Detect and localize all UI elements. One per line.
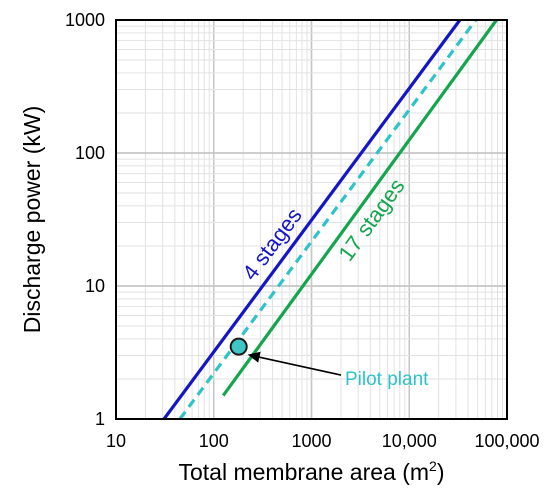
x-tick-label: 10	[106, 431, 126, 451]
y-tick-label: 100	[75, 143, 105, 163]
x-axis-title-superscript: 2	[429, 458, 437, 474]
y-axis-title: Discharge power (kW)	[19, 106, 45, 334]
x-axis-title-suffix: )	[437, 459, 445, 485]
pilot-plant-arrowhead	[247, 351, 261, 363]
x-tick-labels: 10 100 1000 10,000 100,000	[106, 431, 540, 451]
y-tick-label: 1000	[65, 10, 105, 30]
pilot-plant-point	[229, 337, 248, 356]
x-axis-title: Total membrane area (m2)	[178, 458, 444, 485]
x-tick-label: 100,000	[474, 431, 539, 451]
x-tick-label: 100	[199, 431, 229, 451]
pilot-plant-arrow	[259, 356, 342, 376]
series-line-seventeen	[221, 19, 498, 397]
series-line-dashed	[178, 19, 478, 420]
y-tick-labels: 1 10 100 1000	[65, 10, 105, 429]
x-axis-title-main: Total membrane area (m	[178, 459, 429, 485]
y-tick-label: 1	[95, 409, 105, 429]
grid	[115, 19, 508, 420]
series-label-17-stages: 17 stages	[333, 174, 409, 266]
series-lines	[162, 19, 498, 420]
x-tick-label: 10,000	[382, 431, 437, 451]
series-line-four	[162, 19, 462, 420]
y-tick-label: 10	[85, 276, 105, 296]
pilot-plant-label: Pilot plant	[345, 369, 429, 390]
plot-frame	[115, 19, 508, 420]
x-tick-label: 1000	[291, 431, 331, 451]
